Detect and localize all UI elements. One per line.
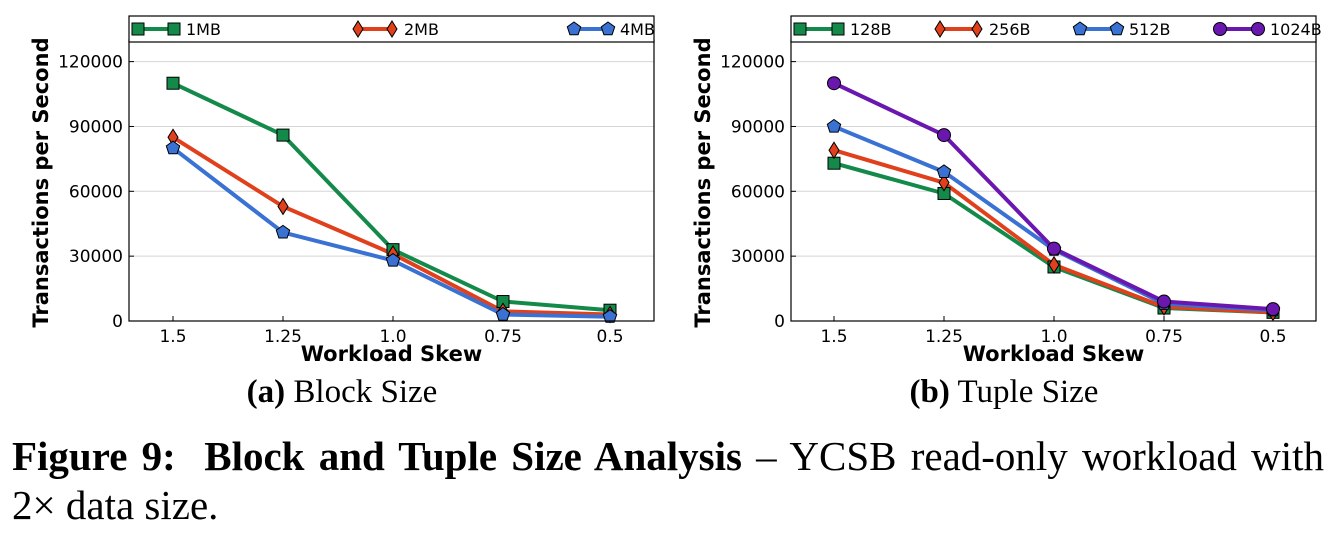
data-point-4MB	[495, 306, 511, 321]
legend-marker-512B	[1072, 21, 1088, 36]
data-point-512B	[936, 164, 952, 178]
subfigure-caption-label: (b)	[910, 374, 950, 410]
data-point-1024B	[1266, 302, 1280, 317]
x-tick-label: 0.5	[596, 327, 623, 347]
y-axis-label: Transactions per Second	[691, 37, 715, 327]
data-point-512B	[826, 118, 842, 133]
legend-marker-1024B	[1213, 22, 1227, 36]
y-tick-label: 30000	[731, 247, 785, 267]
legend-marker-256B	[971, 20, 983, 38]
series-line-512B	[833, 124, 1274, 313]
legend-marker-2MB	[352, 20, 364, 38]
y-tick-label: 120000	[720, 53, 785, 73]
x-axis-label: Workload Skew	[963, 342, 1144, 366]
data-point-1024B	[827, 76, 841, 91]
y-tick-label: 60000	[731, 182, 785, 202]
figure-caption: Figure 9: Block and Tuple Size Analysis …	[12, 432, 1324, 530]
data-point-4MB	[602, 309, 618, 323]
subfigure-caption: (a) Block Size	[247, 374, 438, 410]
data-point-4MB	[165, 140, 181, 155]
chart-panel-1: 0 30000 60000 90000 120000 1.5 1.25 1.0 0.75 0.5 1…	[29, 15, 655, 410]
plot-frame	[790, 39, 1317, 322]
data-point-256B	[1048, 255, 1060, 274]
figure-caption-text: – YCSB read-only workload with 2× data s…	[12, 433, 1325, 528]
x-tick-label: 1.25	[925, 327, 963, 347]
legend-marker-2MB	[386, 20, 398, 38]
figure-caption-title: Block and Tuple Size Analysis	[204, 433, 742, 479]
subfigure-caption-text: Tuple Size	[950, 374, 1099, 410]
legend-label-256B: 256B	[989, 20, 1031, 39]
x-tick-label: 0.75	[1145, 327, 1183, 347]
data-point-4MB	[275, 224, 291, 239]
subfigure-caption-label: (a)	[247, 374, 285, 410]
y-tick-label: 0	[112, 312, 123, 332]
plot-frame	[128, 39, 655, 322]
data-point-256B	[828, 141, 840, 160]
series-line-4MB	[171, 146, 611, 319]
y-tick-label: 30000	[69, 247, 123, 267]
data-point-1024B	[937, 128, 951, 143]
x-tick-label: 1.0	[1040, 327, 1067, 347]
figure-caption-label: Figure 9:	[12, 433, 176, 479]
legend-marker-128B	[793, 22, 807, 36]
subfigure-caption: (b) Tuple Size	[910, 374, 1099, 410]
x-tick-label: 1.0	[379, 327, 406, 347]
legend-marker-4MB	[600, 21, 616, 36]
legend-marker-1MB	[131, 22, 145, 36]
legend-marker-128B	[831, 22, 845, 36]
legend-marker-1024B	[1251, 22, 1265, 36]
legend-label-512B: 512B	[1129, 20, 1171, 39]
x-tick-label: 1.5	[820, 327, 847, 347]
x-tick-label: 1.5	[159, 327, 186, 347]
y-tick-label: 0	[774, 312, 785, 332]
y-tick-label: 60000	[69, 182, 123, 202]
y-tick-label: 120000	[58, 53, 123, 73]
x-tick-label: 0.5	[1259, 327, 1286, 347]
legend-label-4MB: 4MB	[620, 20, 655, 39]
series-line-256B	[833, 148, 1274, 315]
x-tick-label: 1.25	[264, 327, 302, 347]
data-point-1MB	[166, 76, 180, 90]
data-point-2MB	[277, 197, 289, 216]
y-tick-label: 90000	[69, 117, 123, 137]
legend-label-1024B: 1024B	[1270, 20, 1322, 39]
legend-marker-512B	[1109, 21, 1125, 36]
x-axis-label: Workload Skew	[301, 342, 482, 366]
data-point-1MB	[276, 128, 290, 142]
series-line-1024B	[833, 81, 1274, 312]
x-tick-label: 0.75	[484, 327, 522, 347]
subfigure-caption-text: Block Size	[285, 374, 437, 410]
legend-marker-4MB	[566, 21, 582, 36]
y-tick-label: 90000	[731, 117, 785, 137]
chart-panel-2: 0 30000 60000 90000 120000 1.5 1.25 1.0 0.75 0.5 1…	[691, 15, 1322, 410]
data-point-1024B	[1157, 294, 1171, 309]
legend-label-128B: 128B	[850, 20, 892, 39]
y-axis-label: Transactions per Second	[29, 37, 53, 327]
legend-marker-1MB	[167, 22, 181, 36]
data-point-256B	[938, 173, 950, 192]
series-line-128B	[833, 161, 1274, 315]
data-point-1024B	[1047, 241, 1061, 256]
series-line-2MB	[171, 135, 611, 317]
data-point-4MB	[385, 252, 401, 267]
legend-label-2MB: 2MB	[404, 20, 439, 39]
legend-marker-256B	[934, 20, 946, 38]
legend-label-1MB: 1MB	[186, 20, 221, 39]
